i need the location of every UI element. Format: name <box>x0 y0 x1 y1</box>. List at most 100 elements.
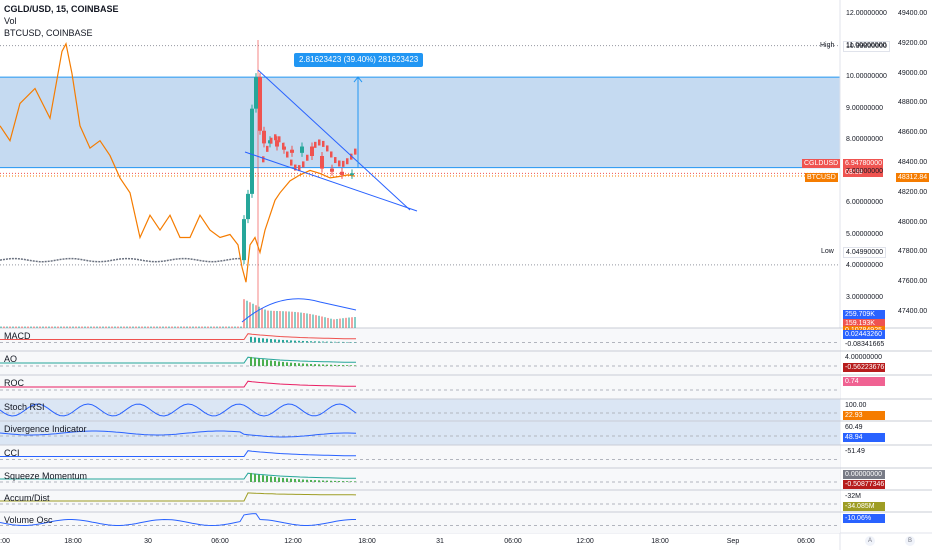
volume-bar <box>195 326 197 328</box>
indicator-label[interactable]: Stoch RSI <box>4 402 45 412</box>
volume-bar <box>213 326 215 328</box>
indicator-label[interactable]: Squeeze Momentum <box>4 471 88 481</box>
volume-bar <box>117 326 119 328</box>
indicator-histogram-bar <box>342 481 344 482</box>
cgld-candle <box>338 160 341 167</box>
indicator-value: -10.06% <box>843 514 885 523</box>
indicator-histogram-bar <box>286 340 288 343</box>
volume-bar <box>216 326 218 328</box>
btc-price-value: 48312.84 <box>896 173 930 182</box>
indicator-histogram-bar <box>330 341 332 343</box>
indicator-histogram-bar <box>250 472 252 482</box>
indicator-value: 100.00 <box>843 401 885 410</box>
indicator-label[interactable]: Accum/Dist <box>4 493 50 503</box>
volume-bar <box>282 311 284 328</box>
cgld-candle <box>250 108 254 194</box>
btc-series-line <box>0 42 356 283</box>
indicator-value: -32M <box>843 492 885 501</box>
indicator-histogram-bar <box>282 361 284 366</box>
volume-bar <box>81 326 83 328</box>
time-axis-tick: 18:00 <box>64 538 82 545</box>
indicator-histogram-bar <box>262 359 264 366</box>
indicator-histogram-bar <box>262 338 264 343</box>
volume-bar <box>252 303 254 328</box>
compare-legend[interactable]: BTCUSD, COINBASE <box>4 28 93 38</box>
indicator-histogram-bar <box>266 475 268 482</box>
volume-legend[interactable]: Vol <box>4 16 17 26</box>
volume-bar <box>300 312 302 328</box>
indicator-histogram-bar <box>338 364 340 366</box>
indicator-pane-background <box>0 490 840 512</box>
left-axis-tick: 12.00000000 <box>846 10 887 17</box>
cgld-candle <box>300 146 304 153</box>
volume-bar <box>291 311 293 328</box>
volume-bar <box>150 326 152 328</box>
indicator-label[interactable]: CCI <box>4 448 20 458</box>
indicator-histogram-bar <box>266 359 268 366</box>
high-value: 10.99800000 <box>843 41 890 52</box>
indicator-pane-background <box>0 468 840 490</box>
cgld-candle <box>346 158 349 165</box>
cgld-candle <box>302 161 305 168</box>
symbol-title[interactable]: CGLD/USD, 15, COINBASE <box>4 4 119 14</box>
volume-bar <box>159 326 161 328</box>
volume-bar <box>234 326 236 328</box>
indicator-histogram-bar <box>302 363 304 366</box>
volume-bar <box>267 310 269 328</box>
indicator-label[interactable]: ROC <box>4 378 24 388</box>
indicator-pane-background <box>0 512 840 533</box>
volume-bar <box>342 318 344 328</box>
time-axis-tick: 06:00 <box>504 538 522 545</box>
volume-bar <box>231 326 233 328</box>
indicator-value: 0.02443260 <box>843 330 885 339</box>
auto-scale-button[interactable]: B <box>905 536 915 546</box>
left-axis-tick: 3.00000000 <box>846 294 883 301</box>
volume-bar <box>63 326 65 328</box>
indicator-label[interactable]: AO <box>4 354 18 364</box>
indicator-histogram-bar <box>262 475 264 482</box>
volume-bar <box>237 326 239 328</box>
indicator-histogram-bar <box>338 341 340 343</box>
volume-bar <box>219 326 221 328</box>
measure-label: 2.81623423 (39.40%) 281623423 <box>294 53 424 67</box>
volume-bar <box>174 326 176 328</box>
indicator-histogram-bar <box>266 338 268 343</box>
volume-bar <box>186 326 188 328</box>
indicator-label[interactable]: Volume Osc <box>4 515 53 525</box>
indicator-histogram-bar <box>318 364 320 366</box>
volume-bar <box>297 312 299 328</box>
volume-bar <box>240 326 242 328</box>
log-scale-button[interactable]: A <box>865 536 875 546</box>
left-axis-tick: 7.00000000 <box>846 167 883 175</box>
indicator-value: -0.08341665 <box>843 340 885 349</box>
volume-bar <box>96 326 98 328</box>
volume-bar <box>348 317 350 328</box>
cgld-candle <box>275 140 279 147</box>
right-axis-tick: 49000.00 <box>898 69 928 77</box>
volume-bar <box>120 326 122 328</box>
volume-bar <box>189 326 191 328</box>
volume-bar <box>138 326 140 328</box>
indicator-label[interactable]: MACD <box>4 331 31 341</box>
right-axis-tick: 47800.00 <box>898 248 928 256</box>
volume-bar <box>177 326 179 328</box>
volume-bar <box>39 326 41 328</box>
volume-value-2: 159.193K <box>843 319 885 328</box>
right-axis-tick: 48600.00 <box>898 129 928 137</box>
indicator-line <box>0 492 357 502</box>
cgld-candle <box>318 139 321 146</box>
volume-bar <box>69 326 71 328</box>
cgld-countdown: 03:59 <box>843 168 883 177</box>
time-axis-tick: 18:00 <box>358 538 376 545</box>
low-label: Low <box>821 248 834 255</box>
volume-bar <box>225 326 227 328</box>
volume-bar <box>21 326 23 328</box>
volume-bar <box>294 311 296 328</box>
btc-price-name: BTCUSD <box>805 173 838 182</box>
volume-bar <box>336 318 338 328</box>
volume-bar <box>78 326 80 328</box>
volume-bar <box>147 326 149 328</box>
volume-bar <box>144 326 146 328</box>
indicator-label[interactable]: Divergence Indicator <box>4 424 87 434</box>
